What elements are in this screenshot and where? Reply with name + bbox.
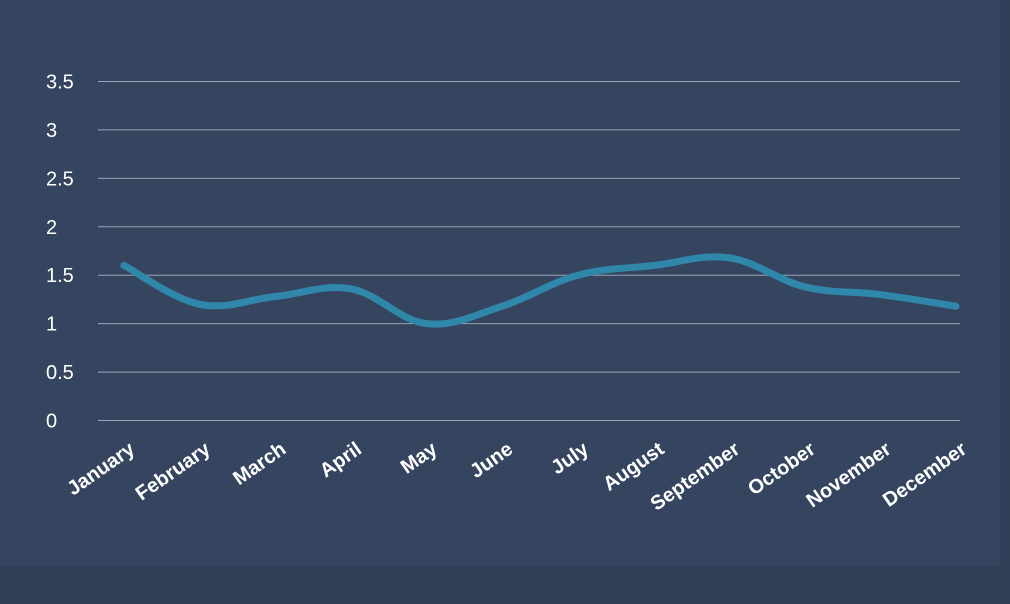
data-point-november bbox=[876, 291, 884, 299]
series-layer bbox=[120, 253, 960, 328]
data-point-july bbox=[574, 271, 582, 279]
x-tick-label: November bbox=[802, 438, 895, 512]
y-tick-label: 3 bbox=[46, 120, 57, 142]
x-tick-label: July bbox=[547, 438, 593, 479]
y-tick-label: 0.5 bbox=[46, 362, 74, 384]
data-point-december bbox=[952, 302, 960, 310]
chart-area: 0 0.5 1 1.5 2 2.5 3 3.5 January February March Apr… bbox=[46, 71, 972, 516]
x-tick-label: February bbox=[132, 438, 215, 506]
y-tick-label: 0 bbox=[46, 411, 57, 433]
data-point-june bbox=[498, 302, 506, 310]
y-tick-label: 3.5 bbox=[46, 72, 74, 94]
data-point-january bbox=[120, 262, 128, 270]
data-point-may bbox=[423, 320, 431, 328]
y-tick-label: 2.5 bbox=[46, 168, 74, 190]
y-tick-label: 2 bbox=[46, 217, 57, 239]
x-tick-label: June bbox=[466, 438, 517, 483]
x-tick-label: May bbox=[397, 438, 442, 479]
series-line-0 bbox=[120, 253, 960, 328]
x-tick-label: April bbox=[316, 438, 366, 482]
y-tick-label: 1 bbox=[46, 314, 57, 336]
y-tick-label: 1.5 bbox=[46, 265, 74, 287]
data-point-august bbox=[649, 262, 657, 270]
data-point-october bbox=[801, 283, 809, 291]
data-point-february bbox=[196, 300, 204, 308]
x-tick-label: August bbox=[599, 438, 668, 496]
x-tick-label: March bbox=[229, 438, 290, 490]
data-point-april bbox=[347, 285, 355, 293]
data-point-march bbox=[271, 293, 279, 301]
data-point-september bbox=[725, 254, 733, 262]
gridlines bbox=[98, 81, 960, 421]
x-tick-label: January bbox=[63, 438, 139, 501]
x-tick-label: December bbox=[879, 438, 971, 512]
y-axis-ticks: 0 0.5 1 1.5 2 2.5 3 3.5 bbox=[46, 72, 74, 433]
